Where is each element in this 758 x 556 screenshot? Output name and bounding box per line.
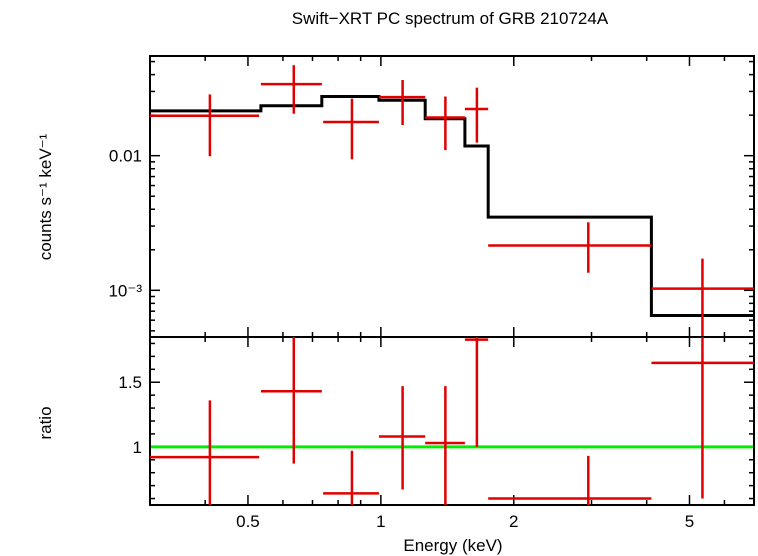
data-point (260, 65, 322, 114)
y-tick-label: 1 (133, 438, 142, 457)
data-point (323, 450, 379, 505)
y-tick-label: 0.01 (109, 147, 142, 166)
data-point (425, 386, 465, 505)
data-point (425, 96, 465, 151)
ratio-panel: 0.5 1 2 5 1 1.5 (118, 336, 755, 531)
y-tick-label: 1.5 (118, 373, 142, 392)
spectrum-y-axis-label: counts s⁻¹ keV⁻¹ (36, 133, 55, 260)
x-tick-label: 2 (509, 512, 518, 531)
x-tick-label: 0.5 (236, 512, 260, 531)
ratio-y-axis-label: ratio (36, 406, 55, 439)
panel-frame (149, 55, 755, 338)
data-point (464, 337, 489, 447)
data-point (260, 337, 322, 464)
spectrum-panel: 0.01 10⁻³ (108, 55, 755, 338)
y-tick-label: 10⁻³ (108, 281, 142, 300)
data-point (464, 87, 489, 143)
data-point (378, 386, 426, 490)
data-point (651, 337, 754, 499)
data-point (651, 258, 754, 337)
data-point (488, 222, 652, 273)
data-point (488, 455, 652, 505)
x-axis-label: Energy (keV) (403, 536, 502, 555)
x-tick-label: 5 (685, 512, 694, 531)
chart-title: Swift−XRT PC spectrum of GRB 210724A (292, 9, 609, 28)
data-point (150, 400, 260, 505)
x-tick-label: 1 (376, 512, 385, 531)
data-point (323, 98, 379, 160)
model-step-line (150, 95, 754, 317)
data-point (150, 94, 260, 157)
data-point (378, 79, 426, 125)
